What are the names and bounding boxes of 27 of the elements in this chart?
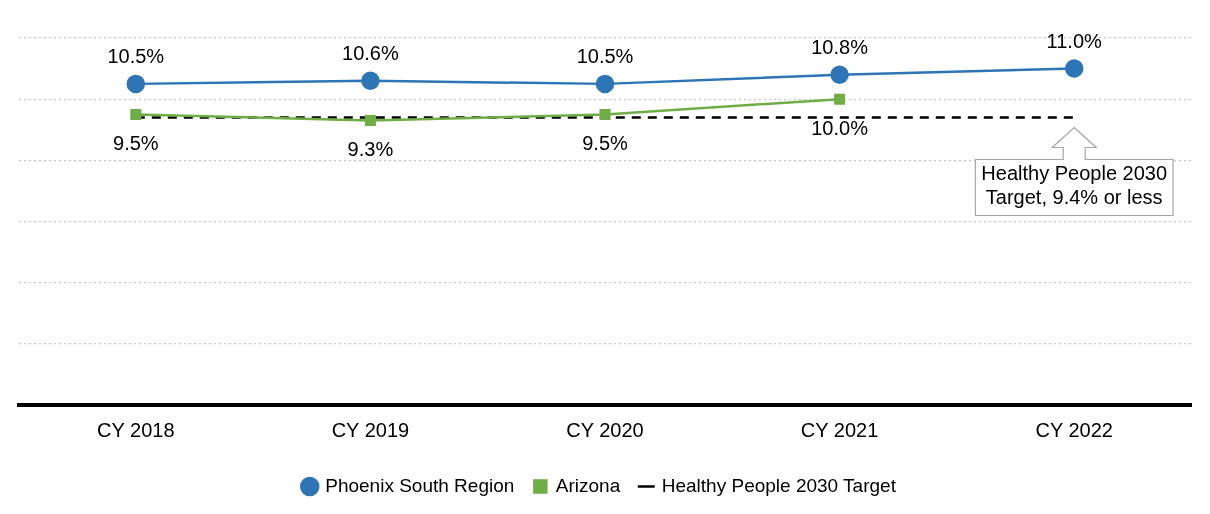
- data-label: 11.0%: [1046, 30, 1103, 53]
- data-label: 10.8%: [811, 36, 869, 59]
- data-label: 9.3%: [347, 138, 394, 161]
- x-tick-label: CY 2022: [1035, 418, 1113, 441]
- point: [830, 65, 849, 84]
- legend-label: Phoenix South Region: [325, 474, 515, 496]
- x-tick-label: CY 2019: [331, 418, 410, 441]
- x-tick-label: CY 2018: [97, 418, 175, 441]
- point: [364, 115, 376, 127]
- data-label: 10.5%: [576, 45, 634, 68]
- data-label: 10.5%: [107, 45, 165, 68]
- point: [834, 93, 846, 105]
- point: [595, 74, 615, 94]
- data-label: 9.5%: [582, 131, 629, 154]
- legend-label: Healthy People 2030 Target: [661, 474, 897, 496]
- point: [361, 71, 380, 91]
- point: [599, 108, 611, 120]
- data-label: 10.6%: [342, 42, 399, 65]
- point: [1064, 59, 1084, 78]
- data-label: 10.0%: [811, 116, 869, 139]
- point: [130, 108, 142, 120]
- x-tick-label: CY 2020: [566, 418, 644, 441]
- x-tick-label: CY 2021: [800, 418, 879, 441]
- annotation: Healthy People 2030 Target, 9.4% or less: [981, 162, 1168, 209]
- legend-label: Arizona: [555, 474, 621, 496]
- data-label: 9.5%: [113, 131, 159, 154]
- point: [126, 74, 146, 94]
